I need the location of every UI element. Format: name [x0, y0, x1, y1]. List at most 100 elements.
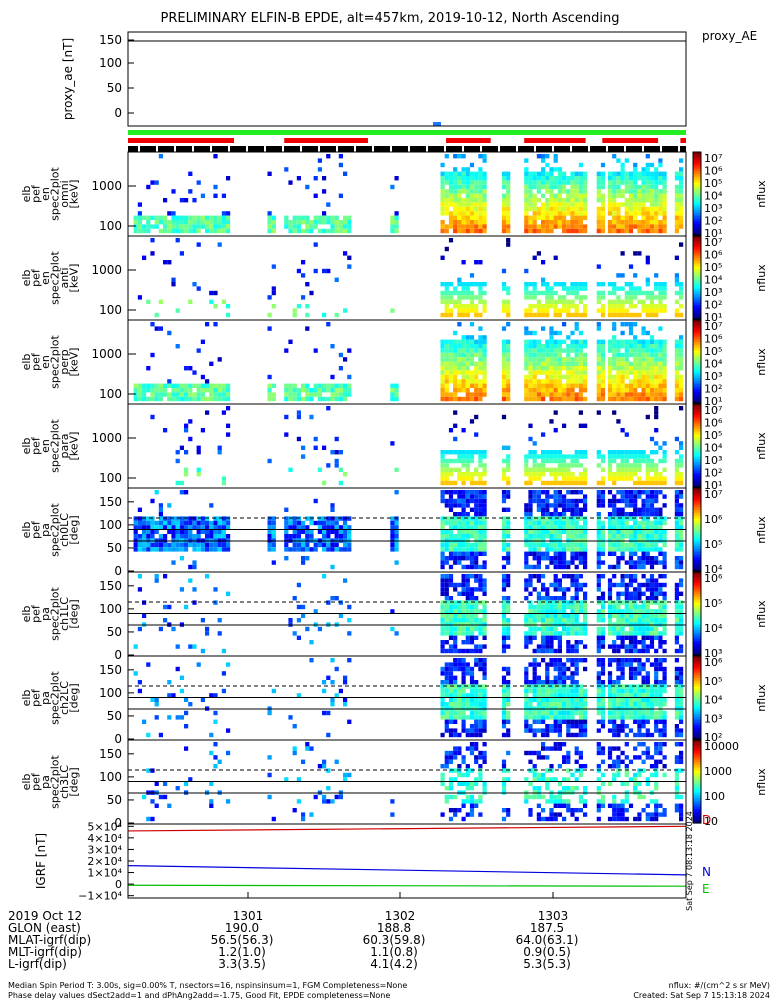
heatmap-cell [654, 525, 659, 530]
heatmap-cell [662, 710, 667, 716]
heatmap-cell [600, 534, 606, 539]
heatmap-cell [158, 396, 163, 402]
heatmap-cell [506, 596, 511, 601]
heatmap-cell [188, 564, 193, 570]
heatmap-cell [347, 383, 352, 388]
heatmap-cell [637, 370, 642, 375]
heatmap-cell [583, 596, 588, 601]
heatmap-cell [524, 180, 529, 185]
heatmap-cell [209, 542, 214, 548]
heatmap-cell [461, 428, 466, 433]
heatmap-cell [553, 525, 558, 530]
heatmap-cell [440, 450, 445, 455]
heatmap-cell [440, 357, 445, 362]
heatmap-cell [188, 578, 193, 583]
heatmap-cell [532, 604, 537, 610]
heatmap-cell [501, 339, 507, 344]
heatmap-cell [292, 516, 297, 521]
heatmap-cell [179, 388, 184, 393]
heatmap-cell [574, 551, 579, 556]
heatmap-cell [645, 480, 650, 486]
heatmap-cell [596, 693, 601, 698]
heatmap-cell [474, 450, 479, 455]
heatmap-cell [506, 352, 511, 358]
heatmap-cell [574, 574, 579, 579]
heatmap-cell [641, 564, 646, 570]
heatmap-cell [133, 392, 138, 397]
heatmap-cell [679, 715, 684, 720]
heatmap-cell [633, 640, 638, 645]
heatmap-cell [633, 162, 638, 168]
heatmap-cell [133, 534, 138, 539]
heatmap-cell [532, 542, 537, 548]
heatmap-cell [317, 215, 322, 220]
heatmap-cell [444, 282, 449, 287]
heatmap-cell [453, 732, 458, 738]
heatmap-cell [583, 551, 588, 556]
heatmap-cell [469, 450, 475, 455]
heatmap-cell [645, 551, 650, 556]
heatmap-cell [200, 339, 205, 344]
heatmap-cell [566, 503, 571, 508]
heatmap-cell [662, 206, 667, 212]
status-green-bar [128, 130, 686, 135]
heatmap-cell [574, 224, 579, 229]
heatmap-cell [309, 392, 314, 397]
heatmap-cell [309, 529, 314, 534]
heatmap-cell [583, 715, 588, 720]
heatmap-cell [448, 534, 454, 539]
heatmap-cell [209, 503, 214, 508]
heatmap-cell [654, 286, 659, 291]
heatmap-cell [549, 419, 554, 424]
heatmap-cell [679, 158, 684, 163]
heatmap-cell [482, 525, 487, 530]
heatmap-cell [612, 600, 617, 605]
heatmap-cell [205, 542, 210, 548]
heatmap-cell [549, 467, 554, 472]
heatmap-cell [284, 414, 289, 420]
heatmap-cell [662, 458, 667, 464]
heatmap-cell [292, 396, 297, 402]
heatmap-cell [444, 348, 449, 353]
heatmap-cell [612, 211, 617, 216]
heatmap-cell [528, 542, 533, 548]
heatmap-cell [440, 454, 445, 459]
heatmap-cell [628, 512, 634, 517]
heatmap-cell [549, 631, 554, 636]
heatmap-cell [478, 228, 483, 234]
heatmap-cell [600, 680, 606, 685]
heatmap-cell [296, 547, 301, 552]
heatmap-cell [440, 162, 445, 168]
heatmap-cell [553, 697, 558, 702]
heatmap-cell [465, 450, 470, 455]
heatmap-cell [566, 498, 571, 504]
heatmap-cell [570, 547, 575, 552]
heatmap-cell [457, 688, 462, 694]
heatmap-cell [158, 220, 163, 225]
heatmap-cell [578, 631, 583, 636]
heatmap-cell [607, 658, 613, 663]
heatmap-cell [267, 312, 272, 318]
heatmap-cell [461, 578, 466, 583]
heatmap-cell [482, 631, 487, 636]
heatmap-cell [612, 732, 617, 738]
heatmap-cell [633, 383, 638, 388]
heatmap-cell [267, 520, 272, 526]
heatmap-cell [133, 520, 138, 526]
heatmap-cell [200, 428, 205, 433]
heatmap-cell [482, 154, 487, 159]
heatmap-cell [179, 529, 184, 534]
heatmap-cell [150, 534, 155, 539]
heatmap-cell [679, 591, 684, 596]
heatmap-cell [465, 635, 470, 640]
heatmap-cell [536, 609, 541, 614]
heatmap-cell [674, 277, 679, 282]
heatmap-cell [570, 560, 575, 565]
heatmap-cell [637, 666, 642, 672]
heatmap-cell [444, 206, 449, 212]
heatmap-cell [453, 396, 458, 402]
heatmap-cell [133, 529, 138, 534]
heatmap-cell [142, 392, 147, 397]
heatmap-cell [394, 228, 399, 234]
heatmap-cell [641, 609, 646, 614]
